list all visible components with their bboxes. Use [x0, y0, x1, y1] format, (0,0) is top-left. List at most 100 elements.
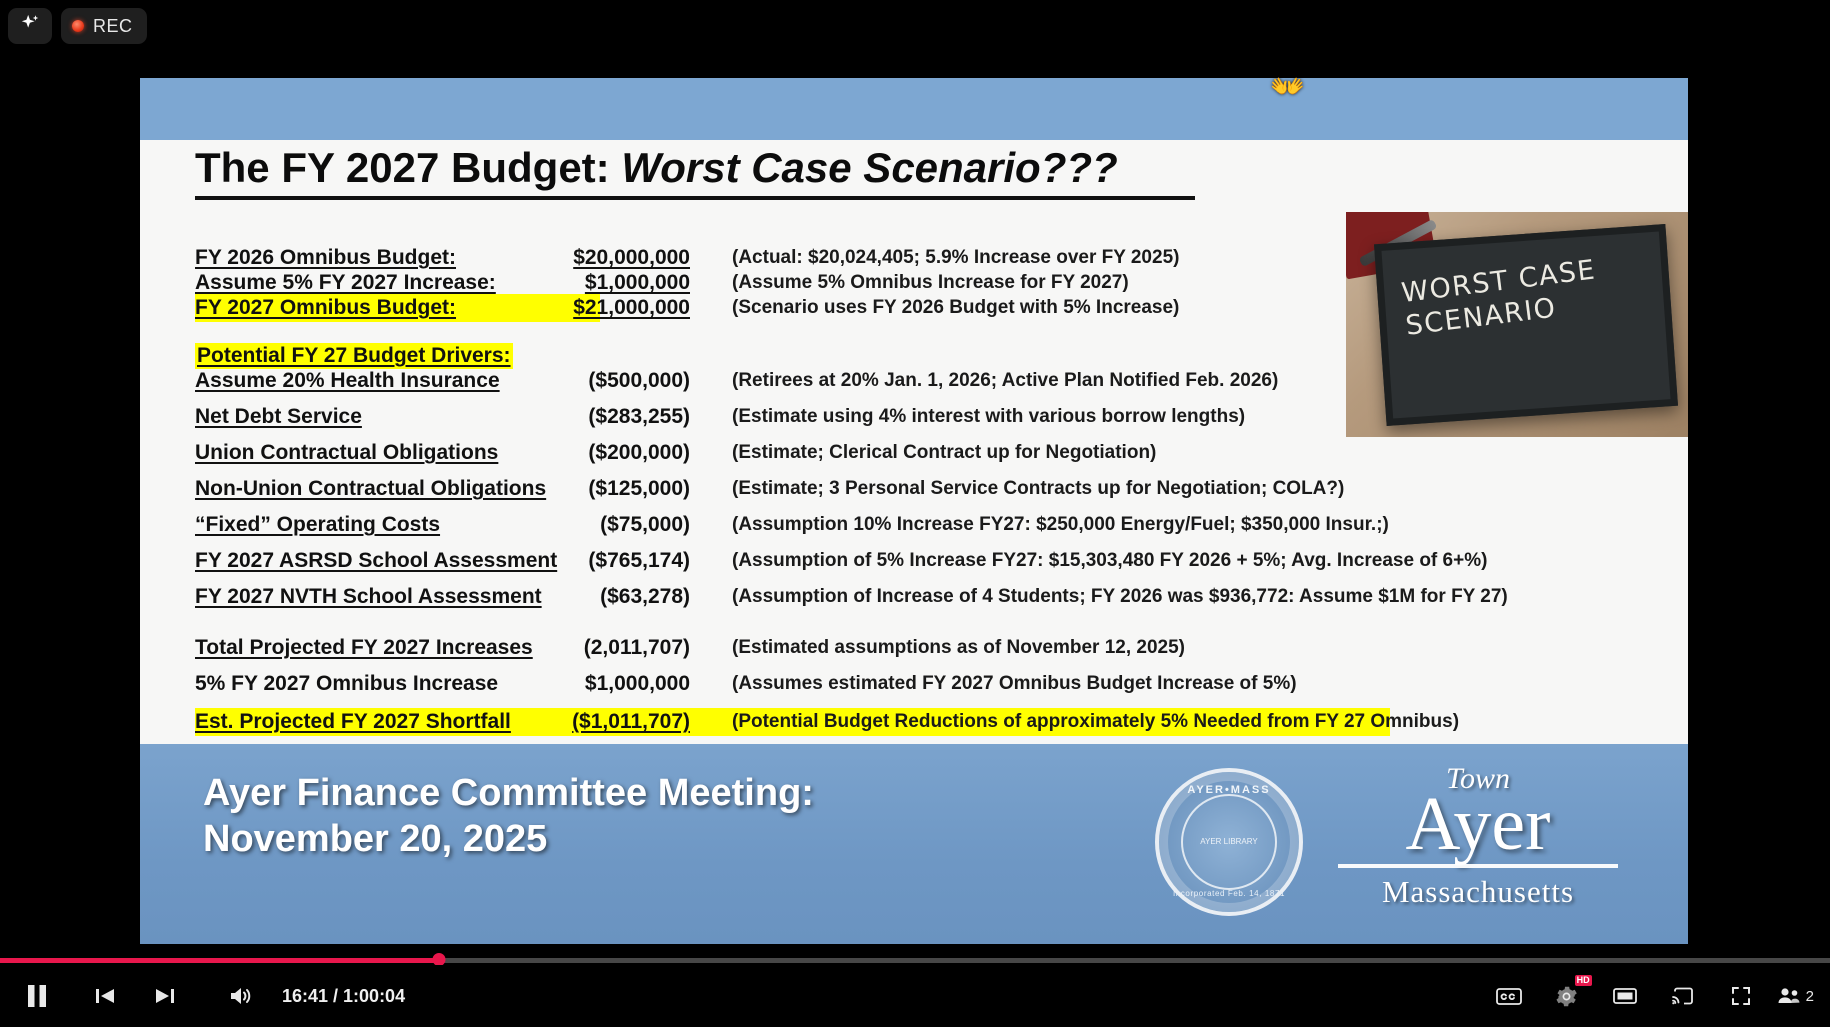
row-label: Assume 20% Health Insurance — [195, 369, 500, 392]
progress-track[interactable] — [0, 958, 1830, 963]
fullscreen-icon — [1729, 984, 1753, 1008]
video-stage[interactable]: The FY 2027 Budget: Worst Case Scenario?… — [0, 0, 1830, 965]
recording-indicator[interactable]: REC — [61, 8, 147, 44]
theater-mode-button[interactable] — [1598, 969, 1652, 1023]
player-left-controls: 16:41 / 1:00:04 — [0, 969, 405, 1023]
row-amount: ($63,278) — [600, 585, 690, 608]
rec-label: REC — [93, 15, 133, 36]
wordmark-town: Town — [1446, 762, 1510, 795]
meeting-title-line2: November 20, 2025 — [203, 818, 548, 861]
row-amount: $1,000,000 — [584, 672, 690, 695]
table-row: FY 2027 ASRSD School Assessment ($765,17… — [140, 548, 1688, 584]
previous-button[interactable] — [78, 969, 132, 1023]
row-note: (Estimate using 4% interest with various… — [732, 406, 1246, 427]
pause-button[interactable] — [10, 969, 64, 1023]
row-note: (Assumption 10% Increase FY27: $250,000 … — [732, 514, 1389, 535]
volume-button[interactable] — [214, 969, 268, 1023]
row-amount: ($283,255) — [588, 405, 690, 428]
row-label: FY 2026 Omnibus Budget: — [195, 246, 456, 269]
row-highlight — [195, 708, 1390, 736]
row-amount: ($500,000) — [588, 369, 690, 392]
row-label: “Fixed” Operating Costs — [195, 513, 441, 536]
row-amount: ($75,000) — [600, 513, 690, 536]
progress-bar[interactable] — [0, 953, 1830, 966]
table-row: Assume 20% Health Insurance ($500,000) (… — [140, 368, 1688, 404]
cast-button[interactable] — [1656, 969, 1710, 1023]
table-row: 5% FY 2027 Omnibus Increase $1,000,000 (… — [140, 671, 1688, 709]
fullscreen-button[interactable] — [1714, 969, 1768, 1023]
row-highlight — [195, 294, 600, 322]
slide-content: The FY 2027 Budget: Worst Case Scenario?… — [140, 140, 1688, 744]
progress-handle[interactable] — [432, 953, 446, 966]
town-seal-icon: AYER•MASS AYER LIBRARY Incorporated Feb.… — [1155, 768, 1303, 916]
row-label: Union Contractual Obligations — [195, 441, 499, 464]
time-display: 16:41 / 1:00:04 — [282, 985, 406, 1006]
viewers-button[interactable] — [1772, 969, 1806, 1023]
seal-top-text: AYER•MASS — [1187, 784, 1271, 796]
slide-title-main: The FY 2027 Budget: — [195, 144, 610, 191]
row-amount: $1,000,000 — [584, 271, 690, 294]
table-row: Assume 5% FY 2027 Increase: $1,000,000 (… — [140, 270, 1688, 295]
wordmark-name: Ayer — [1405, 782, 1551, 866]
row-note: (Scenario uses FY 2026 Budget with 5% In… — [732, 297, 1180, 318]
row-note: (Assume 5% Omnibus Increase for FY 2027) — [732, 272, 1129, 293]
table-row: Net Debt Service ($283,255) (Estimate us… — [140, 404, 1688, 440]
captions-button[interactable] — [1482, 969, 1536, 1023]
row-label: 5% FY 2027 Omnibus Increase — [195, 672, 499, 695]
slide-title: The FY 2027 Budget: Worst Case Scenario?… — [195, 144, 1195, 200]
row-note: (Estimated assumptions as of November 12… — [732, 637, 1185, 658]
slide-footer-banner: Ayer Finance Committee Meeting: November… — [140, 744, 1688, 944]
seal-bottom-text: Incorporated Feb. 14, 1871 — [1172, 889, 1286, 898]
wordmark-state: Massachusetts — [1381, 874, 1575, 910]
people-icon — [1776, 986, 1802, 1006]
worst-case-scenario-photo: WORST CASE SCENARIO — [1346, 212, 1688, 437]
ai-assistant-button[interactable] — [8, 8, 52, 44]
table-row: Union Contractual Obligations ($200,000)… — [140, 440, 1688, 476]
viewers-count: 2 — [1805, 987, 1814, 1005]
overlay-badges: REC — [8, 8, 147, 44]
row-amount: (2,011,707) — [583, 636, 690, 659]
theater-mode-icon — [1612, 985, 1638, 1007]
settings-button[interactable]: HD — [1540, 969, 1594, 1023]
previous-track-icon — [93, 984, 117, 1008]
budget-table: FY 2026 Omnibus Budget: $20,000,000 (Act… — [140, 245, 1688, 745]
grab-hand-cursor-icon: 👐 — [1270, 71, 1305, 102]
table-row: Total Projected FY 2027 Increases (2,011… — [140, 635, 1688, 671]
row-label: Total Projected FY 2027 Increases — [195, 636, 533, 659]
table-row: “Fixed” Operating Costs ($75,000) (Assum… — [140, 512, 1688, 548]
row-note: (Actual: $20,024,405; 5.9% Increase over… — [732, 247, 1180, 268]
wordmark-divider — [1338, 864, 1618, 869]
record-dot-icon — [72, 20, 84, 32]
row-amount: ($125,000) — [588, 477, 690, 500]
row-note: (Estimate; 3 Personal Service Contracts … — [732, 478, 1345, 499]
slide-top-band — [140, 78, 1688, 140]
table-row: Potential FY 27 Budget Drivers: — [140, 343, 1688, 369]
row-note: (Potential Budget Reductions of approxim… — [732, 711, 1460, 732]
row-amount: ($200,000) — [588, 441, 690, 464]
slide-title-italic: Worst Case Scenario??? — [621, 144, 1118, 191]
volume-on-icon — [228, 984, 254, 1008]
player-controls: 16:41 / 1:00:04 HD — [0, 965, 1830, 1027]
row-amount: $20,000,000 — [573, 246, 690, 269]
table-row: FY 2027 NVTH School Assessment ($63,278)… — [140, 584, 1688, 635]
hd-quality-badge: HD — [1574, 975, 1592, 986]
meeting-title: Ayer Finance Committee Meeting: November… — [203, 770, 814, 863]
table-row: Non-Union Contractual Obligations ($125,… — [140, 476, 1688, 512]
row-label: Assume 5% FY 2027 Increase: — [195, 271, 496, 294]
row-label: Potential FY 27 Budget Drivers: — [195, 343, 513, 369]
table-row: FY 2026 Omnibus Budget: $20,000,000 (Act… — [140, 245, 1688, 270]
row-note: (Assumes estimated FY 2027 Omnibus Budge… — [732, 673, 1297, 694]
row-amount: $21,000,000 — [573, 296, 690, 319]
row-label: Non-Union Contractual Obligations — [195, 477, 547, 500]
meeting-title-line1: Ayer Finance Committee Meeting: — [203, 772, 814, 814]
next-track-icon — [153, 984, 177, 1008]
row-label: FY 2027 ASRSD School Assessment — [195, 549, 558, 572]
presentation-slide: The FY 2027 Budget: Worst Case Scenario?… — [140, 78, 1688, 944]
row-note: (Assumption of Increase of 4 Students; F… — [732, 586, 1508, 607]
next-button[interactable] — [138, 969, 192, 1023]
table-row: FY 2027 Omnibus Budget: $21,000,000 (Sce… — [140, 294, 1688, 343]
row-label: Net Debt Service — [195, 405, 362, 428]
gear-icon — [1554, 984, 1579, 1009]
seal-center-text: AYER LIBRARY — [1181, 794, 1277, 890]
